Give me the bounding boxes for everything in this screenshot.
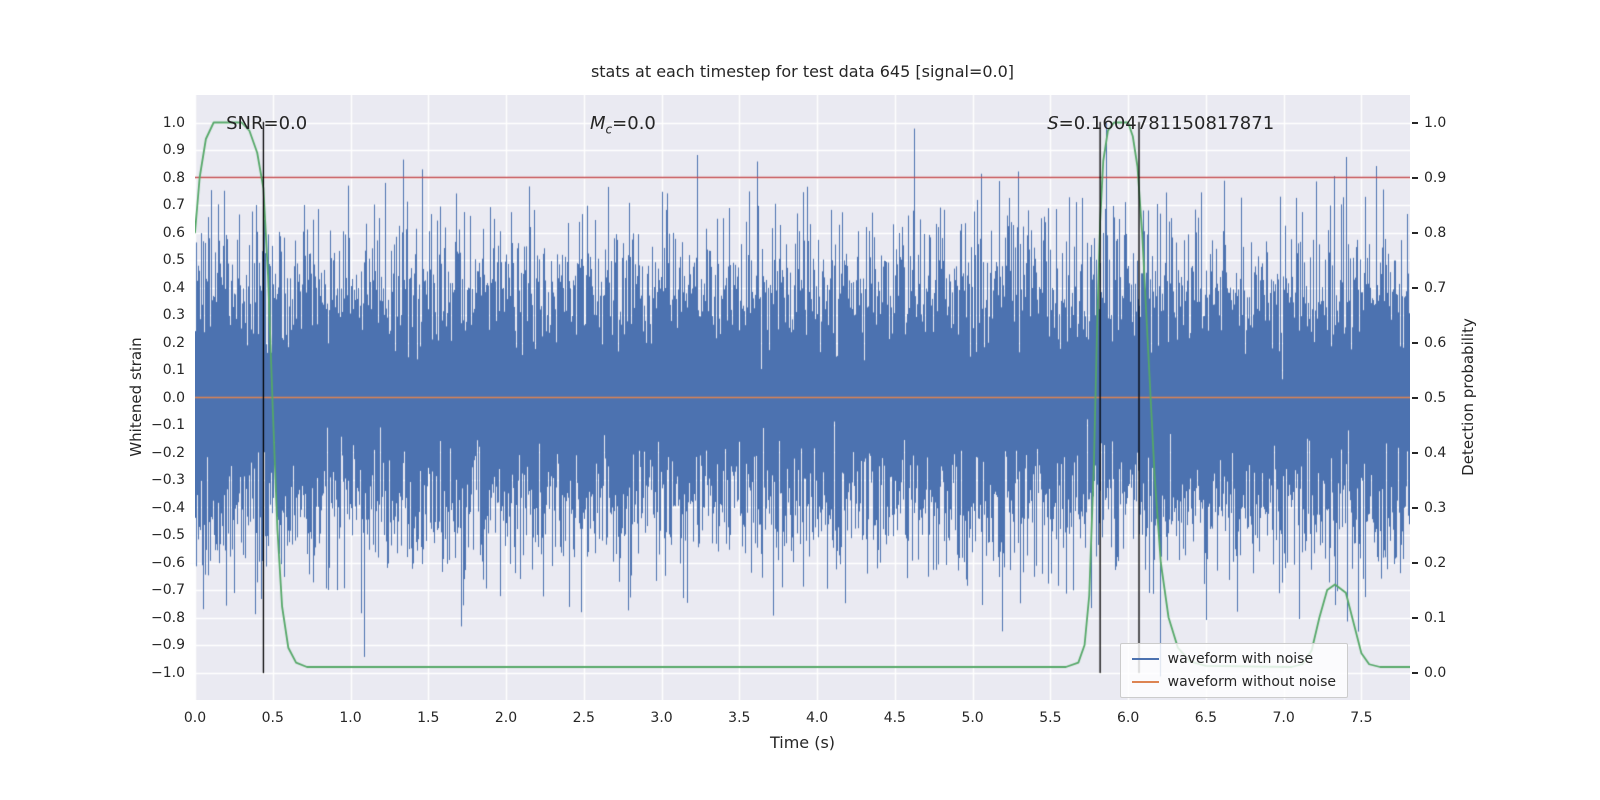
y-right-tick-label: 0.4 xyxy=(1424,444,1447,461)
y-right-tick-mark xyxy=(1412,396,1418,399)
x-tick-label: 4.0 xyxy=(805,710,829,726)
x-tick-label: 4.5 xyxy=(883,710,906,726)
legend-line-waveform-with-noise-icon xyxy=(1131,658,1159,660)
y-left-tick-label: −0.8 xyxy=(151,609,185,626)
x-tick-label: 2.5 xyxy=(572,710,595,726)
x-tick-label: 1.5 xyxy=(417,710,440,726)
y-right-tick-mark xyxy=(1412,231,1418,234)
y-right-tick-label: 0.1 xyxy=(1424,609,1447,626)
y-left-tick-label: −0.5 xyxy=(151,527,185,543)
y-left-tick-label: −0.1 xyxy=(151,417,185,433)
y-left-tick-label: −0.6 xyxy=(151,554,185,571)
y-left-tick-label: −0.7 xyxy=(151,582,185,598)
y-right-tick-label: 0.9 xyxy=(1424,169,1447,186)
plot-area: SNR=0.0 Mc=0.0 S=0.1604781150817871 wavefo… xyxy=(195,95,1410,700)
x-tick-label: 5.0 xyxy=(961,710,984,726)
x-tick-label: 7.5 xyxy=(1350,710,1373,726)
x-tick-label: 3.0 xyxy=(650,710,673,726)
y-right-tick-mark xyxy=(1412,561,1418,564)
x-tick-label: 0.0 xyxy=(183,710,207,726)
y-left-tick-label: −1.0 xyxy=(151,664,185,681)
x-tick-label: 2.0 xyxy=(494,710,518,726)
y-left-tick-label: 0.8 xyxy=(162,169,185,186)
legend-item-waveform-with-noise: waveform with noise xyxy=(1131,651,1336,667)
y-axis-label-right: Detection probability xyxy=(1459,318,1477,476)
chart-canvas xyxy=(195,95,1410,700)
y-right-tick-mark xyxy=(1412,176,1418,179)
y-right-tick-mark xyxy=(1412,121,1418,124)
x-tick-label: 6.0 xyxy=(1116,710,1140,726)
y-right-tick-label: 0.8 xyxy=(1424,224,1447,241)
y-right-tick-mark xyxy=(1412,671,1418,674)
x-tick-label: 1.0 xyxy=(339,710,362,726)
y-left-tick-label: 0.2 xyxy=(162,334,185,351)
y-left-tick-label: 0.4 xyxy=(162,279,185,296)
y-left-tick-label: −0.9 xyxy=(151,637,185,653)
y-right-tick-mark xyxy=(1412,341,1418,344)
y-left-tick-label: −0.2 xyxy=(151,444,185,461)
y-left-tick-label: −0.4 xyxy=(151,499,185,516)
y-left-tick-label: 0.5 xyxy=(162,252,185,268)
y-right-tick-label: 0.3 xyxy=(1424,499,1447,516)
annotation-s: S=0.1604781150817871 xyxy=(1047,112,1275,134)
y-left-tick-label: 0.1 xyxy=(162,362,185,378)
y-left-tick-label: −0.3 xyxy=(151,472,185,488)
x-tick-label: 6.5 xyxy=(1194,710,1217,726)
legend-label-waveform-without-noise: waveform without noise xyxy=(1167,674,1336,690)
legend: waveform with noise waveform without noi… xyxy=(1119,643,1348,698)
legend-line-waveform-without-noise-icon xyxy=(1131,681,1159,683)
y-right-tick-label: 0.6 xyxy=(1424,334,1447,351)
x-tick-label: 3.5 xyxy=(728,710,751,726)
legend-label-waveform-with-noise: waveform with noise xyxy=(1167,651,1314,667)
y-left-tick-label: 0.3 xyxy=(162,307,185,323)
y-right-tick-label: 0.5 xyxy=(1424,389,1447,406)
annotation-snr: SNR=0.0 xyxy=(226,112,308,134)
x-tick-label: 0.5 xyxy=(261,710,284,726)
y-left-tick-label: 1.0 xyxy=(162,114,185,131)
annotation-mc: Mc=0.0 xyxy=(590,112,656,137)
y-right-tick-mark xyxy=(1412,286,1418,289)
x-axis-label: Time (s) xyxy=(769,733,836,752)
x-tick-label: 5.5 xyxy=(1039,710,1062,726)
y-right-tick-mark xyxy=(1412,451,1418,454)
y-right-tick-mark xyxy=(1412,506,1418,509)
y-right-tick-label: 1.0 xyxy=(1424,114,1447,131)
y-right-tick-mark xyxy=(1412,616,1418,619)
y-right-tick-label: 0.7 xyxy=(1424,279,1447,296)
y-left-tick-label: 0.0 xyxy=(162,389,185,406)
y-right-tick-label: 0.0 xyxy=(1424,664,1447,681)
legend-item-waveform-without-noise: waveform without noise xyxy=(1131,674,1336,690)
y-right-tick-label: 0.2 xyxy=(1424,554,1447,571)
y-left-tick-label: 0.7 xyxy=(162,197,185,213)
y-left-tick-label: 0.6 xyxy=(162,224,185,241)
chart-title: stats at each timestep for test data 645… xyxy=(590,62,1015,81)
y-left-tick-label: 0.9 xyxy=(162,142,185,158)
x-tick-label: 7.0 xyxy=(1272,710,1295,726)
